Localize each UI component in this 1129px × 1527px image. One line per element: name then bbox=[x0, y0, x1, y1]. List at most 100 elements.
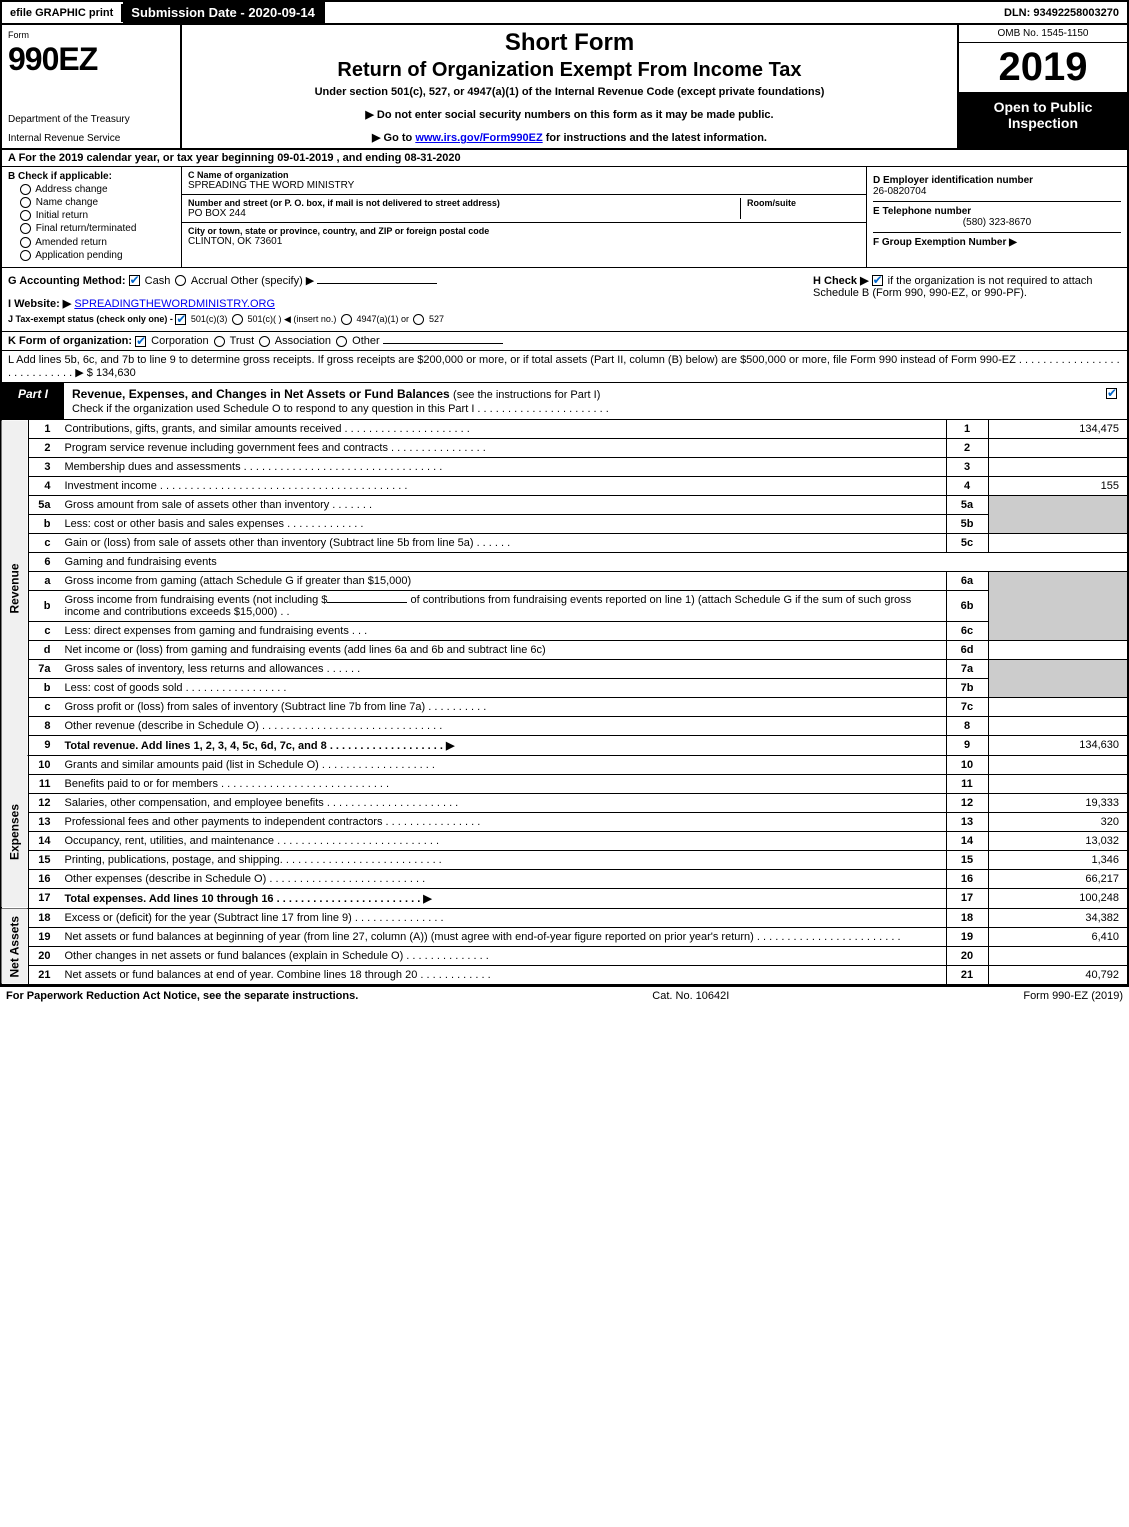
line-21-amount: 40,792 bbox=[988, 965, 1128, 985]
check-accrual[interactable] bbox=[175, 275, 186, 286]
check-schedule-b[interactable] bbox=[872, 275, 883, 286]
accounting-method-label: G Accounting Method: bbox=[8, 275, 126, 287]
dln: DLN: 93492258003270 bbox=[996, 4, 1127, 22]
check-527[interactable] bbox=[413, 314, 424, 325]
irs-link[interactable]: www.irs.gov/Form990EZ bbox=[415, 132, 542, 144]
line-2-amount bbox=[988, 438, 1128, 457]
other-specify-input[interactable] bbox=[317, 283, 437, 284]
check-trust[interactable] bbox=[214, 336, 225, 347]
tax-year: 2019 bbox=[959, 43, 1127, 93]
line-11-amount bbox=[988, 774, 1128, 793]
check-initial-return[interactable]: Initial return bbox=[18, 210, 175, 221]
part-1-schedule-o-check[interactable] bbox=[1106, 388, 1117, 399]
main-title: Return of Organization Exempt From Incom… bbox=[192, 59, 947, 82]
line-12-amount: 19,333 bbox=[988, 793, 1128, 812]
subtitle: Under section 501(c), 527, or 4947(a)(1)… bbox=[192, 86, 947, 98]
section-b-header: B Check if applicable: bbox=[8, 171, 175, 182]
form-number-box: Form 990EZ Department of the Treasury In… bbox=[2, 25, 182, 148]
footer-left: For Paperwork Reduction Act Notice, see … bbox=[6, 990, 358, 1002]
check-name-change[interactable]: Name change bbox=[18, 197, 175, 208]
part-1-table: Revenue 1Contributions, gifts, grants, a… bbox=[0, 420, 1129, 986]
gross-receipts-amount: $ 134,630 bbox=[87, 367, 136, 379]
line-4-amount: 155 bbox=[988, 476, 1128, 495]
right-box: OMB No. 1545-1150 2019 Open to Public In… bbox=[957, 25, 1127, 148]
efile-label[interactable]: efile GRAPHIC print bbox=[2, 4, 123, 22]
room-label: Room/suite bbox=[747, 198, 860, 208]
top-bar: efile GRAPHIC print Submission Date - 20… bbox=[0, 0, 1129, 25]
line-13-amount: 320 bbox=[988, 812, 1128, 831]
part-1-note: (see the instructions for Part I) bbox=[453, 389, 600, 401]
expenses-group-label: Expenses bbox=[1, 755, 29, 908]
check-other-org[interactable] bbox=[336, 336, 347, 347]
part-1-label: Part I bbox=[2, 383, 64, 419]
info-grid: B Check if applicable: Address change Na… bbox=[0, 167, 1129, 268]
open-inspection: Open to Public Inspection bbox=[959, 93, 1127, 148]
part-1-title: Revenue, Expenses, and Changes in Net As… bbox=[72, 387, 450, 401]
addr-label: Number and street (or P. O. box, if mail… bbox=[188, 198, 740, 208]
check-amended-return[interactable]: Amended return bbox=[18, 237, 175, 248]
section-k: K Form of organization: Corporation Trus… bbox=[0, 332, 1129, 351]
line-10-amount bbox=[988, 755, 1128, 774]
tax-exempt-label: J Tax-exempt status (check only one) - bbox=[8, 314, 175, 324]
footer-right: Form 990-EZ (2019) bbox=[1023, 990, 1123, 1002]
check-501c3[interactable] bbox=[175, 314, 186, 325]
line-6b-contrib-input[interactable] bbox=[327, 602, 407, 603]
check-address-change[interactable]: Address change bbox=[18, 184, 175, 195]
section-l: L Add lines 5b, 6c, and 7b to line 9 to … bbox=[0, 351, 1129, 383]
line-14-amount: 13,032 bbox=[988, 831, 1128, 850]
netassets-group-label: Net Assets bbox=[1, 908, 29, 985]
line-7c-amount bbox=[988, 697, 1128, 716]
dept-treasury: Department of the Treasury bbox=[8, 114, 174, 125]
omb-number: OMB No. 1545-1150 bbox=[959, 25, 1127, 43]
part-1-header: Part I Revenue, Expenses, and Changes in… bbox=[0, 383, 1129, 420]
submission-date: Submission Date - 2020-09-14 bbox=[123, 2, 325, 23]
org-name: SPREADING THE WORD MINISTRY bbox=[188, 180, 860, 191]
page-footer: For Paperwork Reduction Act Notice, see … bbox=[0, 986, 1129, 1005]
section-h-pre: H Check ▶ bbox=[813, 275, 872, 287]
org-city: CLINTON, OK 73601 bbox=[188, 236, 860, 247]
line-18-amount: 34,382 bbox=[988, 908, 1128, 927]
website-label: I Website: ▶ bbox=[8, 298, 71, 310]
irs-label: Internal Revenue Service bbox=[8, 133, 174, 144]
check-4947[interactable] bbox=[341, 314, 352, 325]
line-5c-amount bbox=[988, 533, 1128, 552]
org-name-label: C Name of organization bbox=[188, 170, 860, 180]
line-16-amount: 66,217 bbox=[988, 869, 1128, 888]
section-d: D Employer identification number 26-0820… bbox=[867, 167, 1127, 267]
check-corporation[interactable] bbox=[135, 336, 146, 347]
line-19-amount: 6,410 bbox=[988, 927, 1128, 946]
ssn-note: ▶ Do not enter social security numbers o… bbox=[192, 108, 947, 121]
ein-label: D Employer identification number bbox=[873, 175, 1121, 186]
check-application-pending[interactable]: Application pending bbox=[18, 250, 175, 261]
group-exemption-label: F Group Exemption Number ▶ bbox=[873, 237, 1017, 248]
section-a-period: A For the 2019 calendar year, or tax yea… bbox=[0, 150, 1129, 167]
goto-note: ▶ Go to www.irs.gov/Form990EZ for instru… bbox=[192, 131, 947, 144]
form-org-label: K Form of organization: bbox=[8, 335, 132, 347]
line-6d-amount bbox=[988, 640, 1128, 659]
check-final-return[interactable]: Final return/terminated bbox=[18, 223, 175, 234]
section-c: C Name of organization SPREADING THE WOR… bbox=[182, 167, 867, 267]
line-17-amount: 100,248 bbox=[988, 888, 1128, 908]
footer-cat: Cat. No. 10642I bbox=[358, 990, 1023, 1002]
ein-value: 26-0820704 bbox=[873, 186, 1121, 197]
section-b: B Check if applicable: Address change Na… bbox=[2, 167, 182, 267]
line-20-amount bbox=[988, 946, 1128, 965]
form-header: Form 990EZ Department of the Treasury In… bbox=[0, 25, 1129, 150]
line-9-amount: 134,630 bbox=[988, 735, 1128, 755]
line-3-amount bbox=[988, 457, 1128, 476]
title-box: Short Form Return of Organization Exempt… bbox=[182, 25, 957, 148]
line-8-amount bbox=[988, 716, 1128, 735]
part-1-check-note: Check if the organization used Schedule … bbox=[72, 403, 609, 415]
phone-value: (580) 323-8670 bbox=[873, 217, 1121, 228]
form-990ez: 990EZ bbox=[8, 41, 174, 78]
phone-label: E Telephone number bbox=[873, 206, 1121, 217]
website-link[interactable]: SPREADINGTHEWORDMINISTRY.ORG bbox=[74, 298, 275, 310]
check-association[interactable] bbox=[259, 336, 270, 347]
line-15-amount: 1,346 bbox=[988, 850, 1128, 869]
org-address: PO BOX 244 bbox=[188, 208, 740, 219]
check-cash[interactable] bbox=[129, 275, 140, 286]
city-label: City or town, state or province, country… bbox=[188, 226, 860, 236]
other-org-input[interactable] bbox=[383, 343, 503, 344]
line-1-amount: 134,475 bbox=[988, 420, 1128, 439]
check-501c[interactable] bbox=[232, 314, 243, 325]
